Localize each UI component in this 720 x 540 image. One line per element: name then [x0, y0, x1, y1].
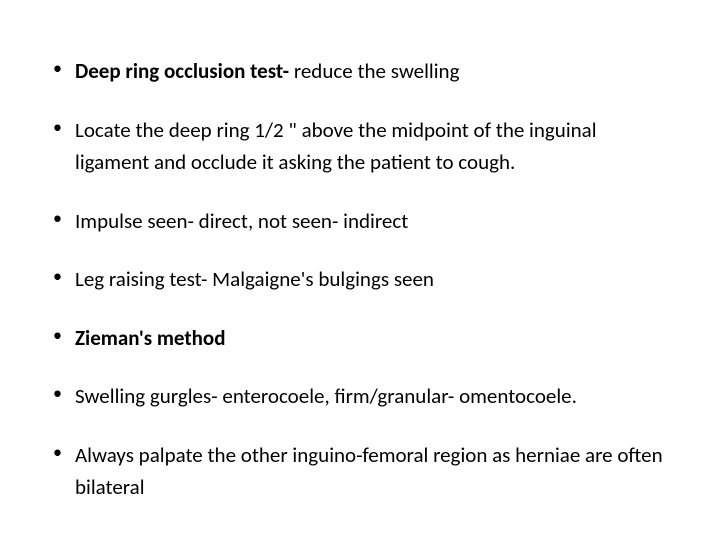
bullet-item: Always palpate the other inguino-femoral…	[75, 439, 670, 504]
bullet-item: Locate the deep ring 1/2 " above the mid…	[75, 114, 670, 179]
bullet-item: Leg raising test- Malgaigne's bulgings s…	[75, 263, 670, 296]
bullet-item: Zieman's method	[75, 322, 670, 355]
bullet-item: Deep ring occlusion test- reduce the swe…	[75, 55, 670, 88]
bullet-list: Deep ring occlusion test- reduce the swe…	[75, 55, 670, 504]
bullet-text: Impulse seen- direct, not seen- indirect	[75, 208, 408, 234]
bullet-text: Leg raising test- Malgaigne's bulgings s…	[75, 266, 434, 292]
bullet-bold-text: Zieman's method	[75, 325, 225, 351]
bullet-text: Locate the deep ring 1/2 " above the mid…	[75, 117, 597, 176]
slide-content: Deep ring occlusion test- reduce the swe…	[0, 0, 720, 540]
bullet-text: reduce the swelling	[294, 58, 460, 84]
bullet-text: Always palpate the other inguino-femoral…	[75, 442, 663, 501]
bullet-text: Swelling gurgles- enterocoele, firm/gran…	[75, 383, 577, 409]
bullet-bold-text: Deep ring occlusion test-	[75, 58, 294, 84]
bullet-item: Swelling gurgles- enterocoele, firm/gran…	[75, 380, 670, 413]
bullet-item: Impulse seen- direct, not seen- indirect	[75, 205, 670, 238]
